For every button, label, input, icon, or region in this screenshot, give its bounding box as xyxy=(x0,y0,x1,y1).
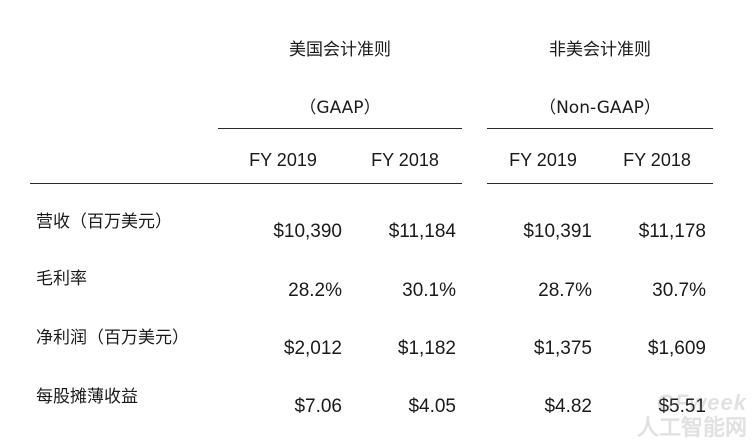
watermark-subtitle: 人工智能网 xyxy=(636,415,747,440)
column-header-non-gaap-fy2019: FY 2019 xyxy=(509,150,577,170)
group-title-non-gaap: 非美会计准则 xyxy=(549,40,651,60)
header-rule-left xyxy=(30,183,462,184)
column-header-gaap-fy2018: FY 2018 xyxy=(371,150,439,170)
table-cell: $10,391 xyxy=(523,221,592,242)
header-rule-right xyxy=(487,183,713,184)
group-subtitle-gaap: （GAAP） xyxy=(299,98,381,118)
table-cell: $4.82 xyxy=(544,396,592,417)
table-cell: $11,184 xyxy=(388,221,456,242)
row-label-diluted-eps: 每股摊薄收益 xyxy=(36,387,138,407)
row-label-gross-margin: 毛利率 xyxy=(36,269,87,289)
table-cell: $4.05 xyxy=(408,396,456,417)
group-rule-non-gaap xyxy=(487,128,713,129)
row-label-revenue: 营收（百万美元） xyxy=(36,212,172,232)
table-cell: 28.2% xyxy=(288,280,342,301)
table-cell: $11,178 xyxy=(638,221,706,242)
group-subtitle-non-gaap: （Non-GAAP） xyxy=(539,98,661,118)
table-cell: $5.51 xyxy=(658,396,706,417)
column-header-non-gaap-fy2018: FY 2018 xyxy=(623,150,691,170)
table-cell: $7.06 xyxy=(294,396,342,417)
table-cell: $10,390 xyxy=(273,221,342,242)
table-cell: 30.7% xyxy=(652,280,706,301)
table-cell: $1,182 xyxy=(397,338,456,359)
column-header-gaap-fy2019: FY 2019 xyxy=(249,150,317,170)
table-cell: $1,609 xyxy=(647,338,706,359)
table-cell: 30.1% xyxy=(402,280,456,301)
table-cell: $2,012 xyxy=(283,338,342,359)
group-title-gaap: 美国会计准则 xyxy=(289,40,391,60)
table-cell: 28.7% xyxy=(538,280,592,301)
group-rule-gaap xyxy=(218,128,462,129)
row-label-net-income: 净利润（百万美元） xyxy=(36,328,189,348)
table-cell: $1,375 xyxy=(533,338,592,359)
